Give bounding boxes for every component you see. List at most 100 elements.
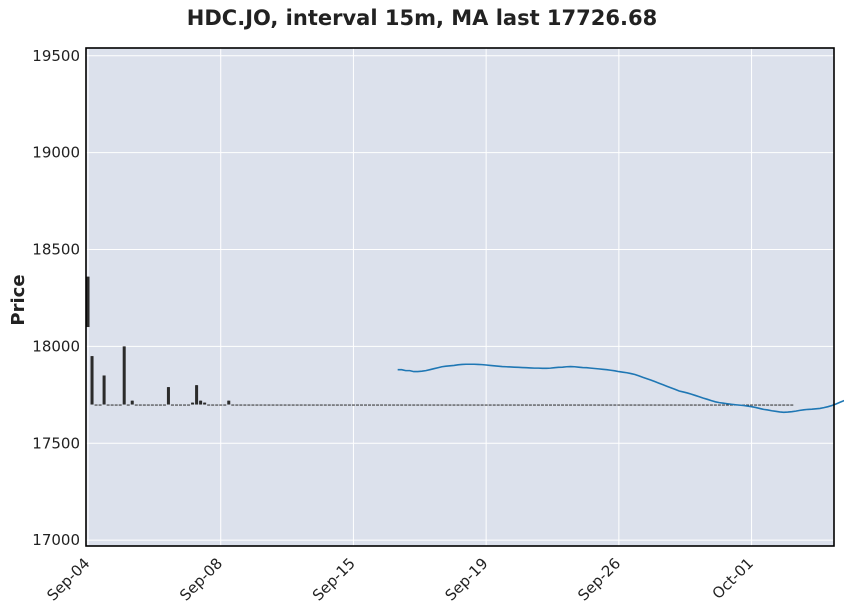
candle-body	[460, 404, 464, 406]
candle-body	[693, 404, 697, 406]
candle-body	[565, 404, 569, 406]
x-tick-label: Sep-04	[43, 554, 93, 604]
candle-body	[496, 404, 500, 406]
candle-body	[452, 404, 456, 406]
candle-body	[351, 404, 355, 406]
candle-body	[239, 404, 243, 406]
candle-body	[774, 404, 778, 406]
y-tick-label: 18500	[32, 241, 80, 259]
candle-body	[235, 404, 239, 406]
candle-body	[440, 404, 444, 406]
candle-body	[532, 404, 536, 406]
candle-body	[380, 404, 384, 406]
x-axis-ticks: Sep-04 Sep-08 Sep-15 Sep-19 Sep-26 Oct-01	[43, 554, 757, 604]
candle-body	[790, 404, 794, 406]
candle-body	[295, 404, 299, 406]
candle-body	[142, 404, 146, 406]
candle-body	[548, 404, 552, 406]
candle-body	[766, 404, 770, 406]
candle-body	[520, 404, 524, 406]
candle-body	[388, 404, 392, 406]
candle-body	[657, 404, 661, 406]
x-tick-label: Sep-08	[176, 554, 226, 604]
candle-body	[215, 404, 219, 406]
x-tick-label: Sep-19	[442, 554, 492, 604]
x-tick-label: Oct-01	[709, 554, 757, 602]
candle-body	[709, 404, 713, 406]
candle-body	[528, 404, 532, 406]
candle-body	[540, 404, 544, 406]
candle-body	[102, 375, 106, 405]
candle-body	[187, 404, 191, 406]
candle-body	[122, 346, 126, 405]
candle-body	[786, 404, 790, 406]
candle-body	[291, 404, 295, 406]
candle-body	[279, 404, 283, 406]
candle-body	[343, 404, 347, 406]
candle-body	[134, 404, 138, 406]
candle-body	[392, 404, 396, 406]
y-tick-label: 19500	[32, 47, 80, 65]
candle-body	[211, 404, 215, 406]
candle-body	[448, 404, 452, 406]
candle-body	[174, 404, 178, 406]
candle-body	[146, 404, 150, 406]
candle-body	[327, 404, 331, 406]
candle-body	[577, 404, 581, 406]
candle-body	[299, 404, 303, 406]
candle-body	[544, 404, 548, 406]
candle-body	[396, 404, 400, 406]
candle-body	[267, 404, 271, 406]
candle-body	[589, 404, 593, 406]
candle-body	[701, 404, 705, 406]
candle-body	[287, 404, 291, 406]
candle-body	[508, 404, 512, 406]
candle-body	[754, 404, 758, 406]
candle-body	[500, 404, 504, 406]
candle-body	[118, 404, 122, 406]
candle-body	[271, 404, 275, 406]
x-tick-label: Sep-26	[574, 554, 624, 604]
candle-body	[746, 404, 750, 406]
candle-body	[605, 404, 609, 406]
candle-body	[355, 404, 359, 406]
y-tick-label: 19000	[32, 144, 80, 162]
chart-title: HDC.JO, interval 15m, MA last 17726.68	[186, 6, 658, 30]
candle-body	[645, 404, 649, 406]
candle-body	[778, 404, 782, 406]
candle-body	[601, 404, 605, 406]
candle-body	[617, 404, 621, 406]
candle-body	[162, 404, 166, 406]
candle-body	[637, 404, 641, 406]
candle-body	[569, 404, 573, 406]
candle-body	[110, 404, 114, 406]
candle-body	[400, 404, 404, 406]
candle-body	[368, 404, 372, 406]
candle-body	[480, 404, 484, 406]
candle-body	[86, 276, 90, 328]
candle-body	[195, 385, 199, 405]
candle-body	[191, 402, 195, 405]
candle-body	[251, 404, 255, 406]
candle-body	[331, 404, 335, 406]
candle-body	[243, 404, 247, 406]
y-tick-label: 17000	[32, 531, 80, 549]
candle-body	[94, 404, 98, 406]
candle-body	[363, 404, 368, 406]
candle-body	[323, 404, 327, 406]
candle-body	[641, 404, 645, 406]
candle-body	[150, 404, 154, 406]
candle-body	[259, 404, 263, 406]
y-tick-label: 18000	[32, 337, 80, 355]
candle-body	[758, 404, 762, 406]
candle-body	[432, 404, 436, 406]
candle-body	[223, 404, 227, 406]
candle-body	[303, 404, 307, 406]
candle-body	[199, 400, 203, 405]
grid-lines	[86, 48, 834, 546]
candle-body	[625, 404, 629, 406]
candle-body	[376, 404, 380, 406]
candle-body	[126, 404, 130, 406]
candle-body	[524, 404, 528, 406]
